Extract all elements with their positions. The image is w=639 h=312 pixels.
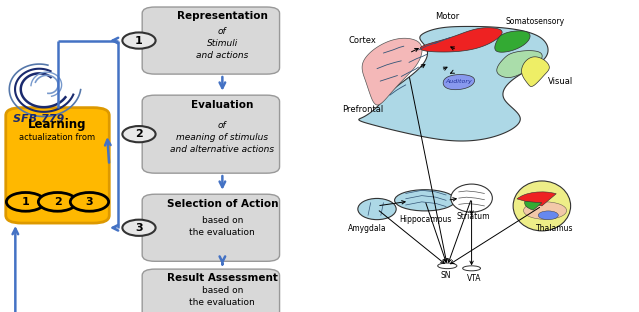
FancyBboxPatch shape [142, 269, 280, 312]
FancyBboxPatch shape [142, 95, 280, 173]
Text: Learning: Learning [28, 118, 87, 131]
Text: Prefrontal: Prefrontal [342, 105, 383, 114]
Wedge shape [517, 192, 556, 206]
Ellipse shape [523, 202, 567, 219]
Circle shape [123, 32, 156, 49]
Text: actualization from: actualization from [19, 133, 96, 142]
Text: based on
the evaluation: based on the evaluation [190, 286, 255, 307]
FancyBboxPatch shape [142, 194, 280, 261]
Text: 1: 1 [135, 36, 143, 46]
Text: Result Assessment: Result Assessment [167, 273, 278, 284]
Text: Striatum: Striatum [456, 212, 489, 221]
Ellipse shape [358, 198, 396, 220]
Text: SN: SN [440, 271, 450, 280]
Ellipse shape [438, 263, 457, 269]
Text: 2: 2 [54, 197, 61, 207]
Polygon shape [420, 28, 502, 52]
Ellipse shape [513, 181, 571, 231]
Wedge shape [525, 201, 542, 210]
Text: Selection of Action: Selection of Action [167, 198, 278, 209]
Text: of
meaning of stimulus
and alternative actions: of meaning of stimulus and alternative a… [171, 121, 274, 154]
Text: VTA: VTA [467, 274, 481, 283]
Ellipse shape [463, 266, 481, 271]
Text: Representation: Representation [177, 11, 268, 22]
Text: Thalamus: Thalamus [536, 224, 573, 233]
Ellipse shape [451, 184, 492, 212]
Text: 2: 2 [135, 129, 143, 139]
Circle shape [38, 193, 77, 211]
Text: Hippocampus: Hippocampus [399, 215, 452, 223]
Circle shape [123, 126, 156, 142]
Text: 3: 3 [135, 223, 142, 233]
Polygon shape [443, 75, 475, 90]
FancyBboxPatch shape [142, 7, 280, 74]
Text: Cortex: Cortex [348, 36, 376, 45]
FancyBboxPatch shape [6, 108, 109, 223]
Text: SFB 779: SFB 779 [13, 114, 64, 124]
Text: Somatosensory: Somatosensory [506, 17, 565, 26]
Circle shape [123, 220, 156, 236]
Text: 3: 3 [86, 197, 93, 207]
Polygon shape [362, 38, 422, 105]
Polygon shape [497, 51, 542, 77]
Polygon shape [521, 57, 550, 86]
Polygon shape [359, 27, 548, 141]
Text: Motor: Motor [435, 12, 459, 21]
Text: Auditory: Auditory [445, 79, 472, 84]
Text: Visual: Visual [548, 77, 574, 85]
Text: based on
the evaluation: based on the evaluation [190, 216, 255, 236]
Ellipse shape [394, 190, 455, 211]
Ellipse shape [538, 211, 558, 220]
Circle shape [6, 193, 45, 211]
Polygon shape [495, 31, 530, 52]
Text: 1: 1 [22, 197, 29, 207]
Text: Amygdala: Amygdala [348, 224, 387, 233]
Circle shape [70, 193, 109, 211]
Text: of
Stimuli
and actions: of Stimuli and actions [196, 27, 249, 60]
Text: Evaluation: Evaluation [191, 100, 254, 110]
